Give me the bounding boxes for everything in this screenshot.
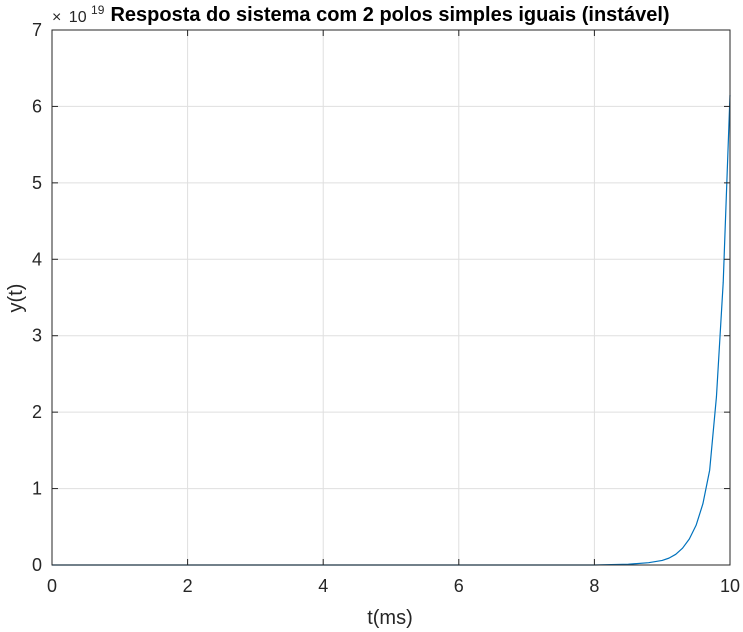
x-tick-label: 0	[47, 576, 57, 596]
y-tick-label: 0	[32, 555, 42, 575]
y-tick-label: 5	[32, 173, 42, 193]
y-axis-label: y(t)	[5, 284, 27, 313]
exponent-base: 10	[69, 9, 87, 26]
chart-title: Resposta do sistema com 2 polos simples …	[110, 4, 669, 26]
axes-box	[51, 29, 731, 566]
y-axis-ticks: 0 1 2 3 4 5 6 7	[32, 20, 730, 575]
y-tick-label: 4	[32, 249, 42, 269]
x-tick-label: 8	[589, 576, 599, 596]
x-axis-ticks: 0 2 4 6 8 10	[47, 30, 740, 596]
x-tick-label: 4	[318, 576, 328, 596]
x-tick-label: 10	[720, 576, 740, 596]
x-tick-label: 2	[183, 576, 193, 596]
y-tick-label: 7	[32, 20, 42, 40]
plot-area	[52, 30, 730, 565]
x-tick-label: 6	[454, 576, 464, 596]
grid-lines	[52, 30, 730, 565]
y-axis-exponent: × 10 19	[52, 3, 105, 26]
exponent-power: 19	[91, 3, 105, 17]
y-tick-label: 3	[32, 326, 42, 346]
x-axis-label: t(ms)	[367, 607, 413, 629]
exponent-prefix: ×	[52, 9, 61, 26]
y-tick-label: 6	[32, 96, 42, 116]
y-tick-label: 2	[32, 402, 42, 422]
y-tick-label: 1	[32, 479, 42, 499]
